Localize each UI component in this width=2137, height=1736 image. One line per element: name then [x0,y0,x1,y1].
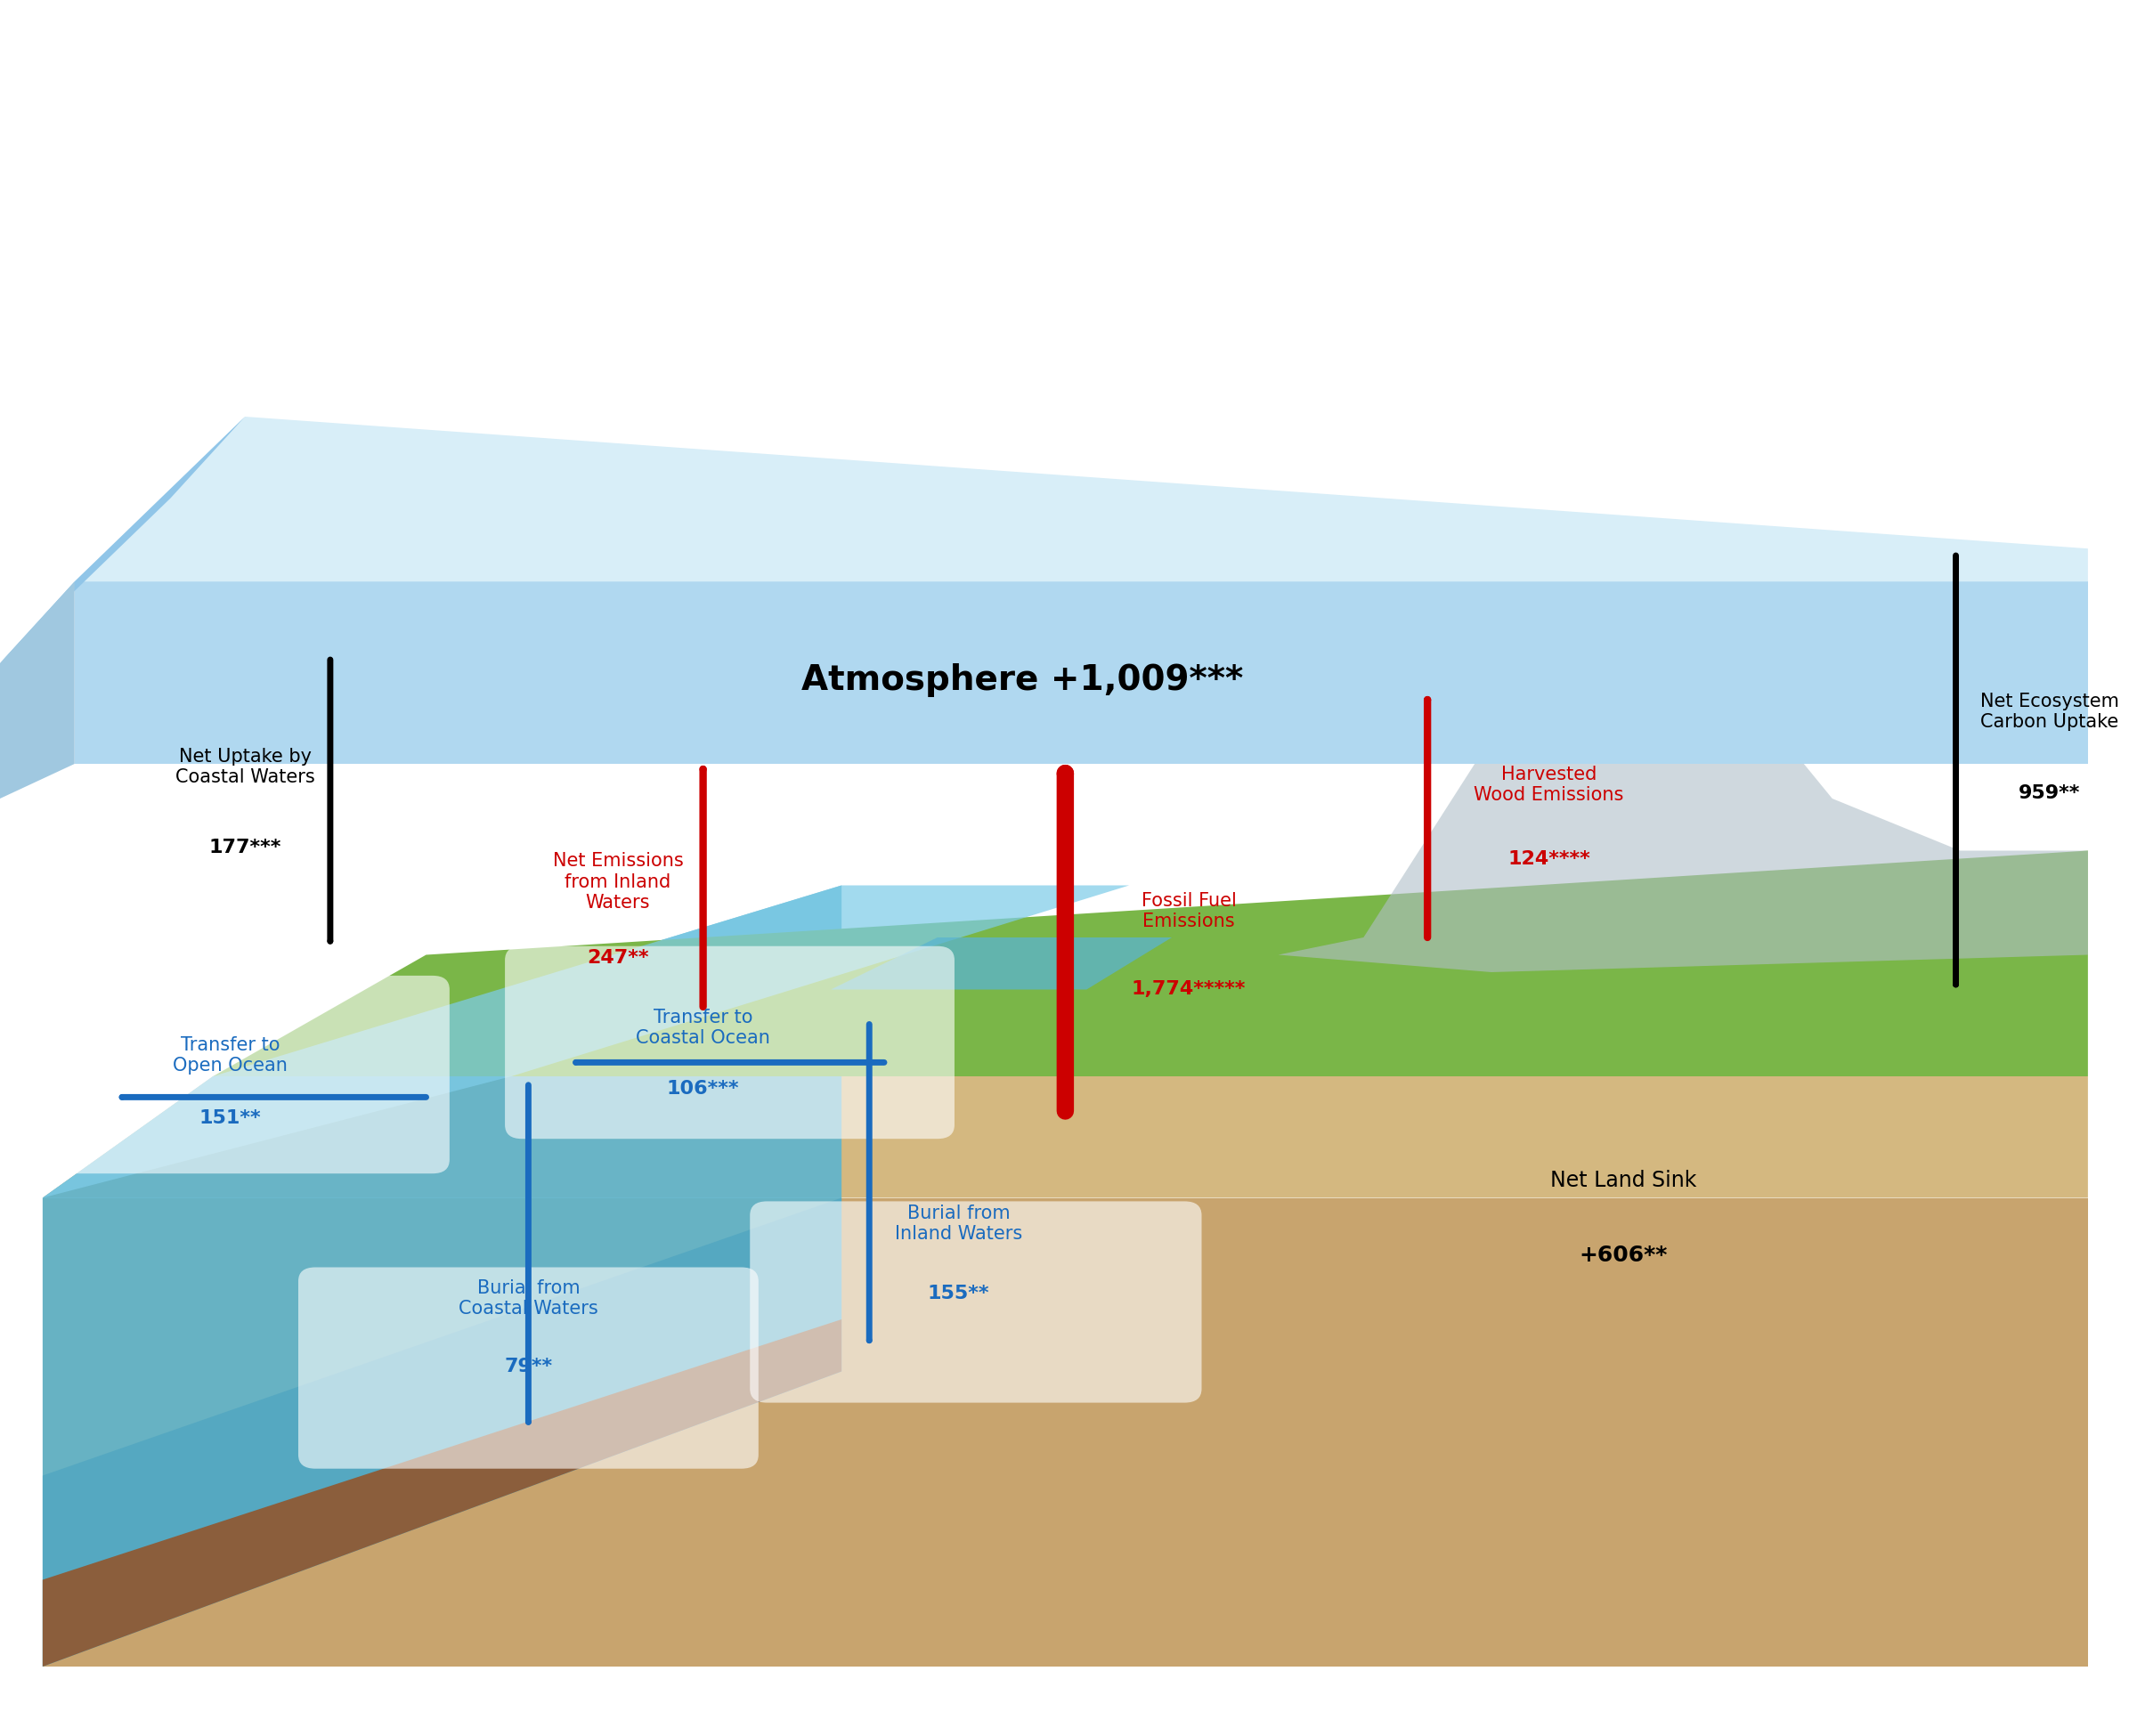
Polygon shape [43,1198,842,1667]
FancyBboxPatch shape [36,976,449,1174]
Polygon shape [0,417,246,663]
Text: Net Emissions
from Inland
Waters: Net Emissions from Inland Waters [553,852,684,911]
Text: Burial from
Inland Waters: Burial from Inland Waters [895,1205,1021,1243]
Text: 151**: 151** [199,1109,261,1127]
Polygon shape [1556,538,1684,625]
Text: 1,774*****: 1,774***** [1133,981,1246,998]
Text: Transfer to
Open Ocean: Transfer to Open Ocean [173,1036,288,1075]
Polygon shape [831,937,1171,990]
Polygon shape [43,885,1128,1198]
Text: +606**: +606** [1579,1245,1667,1266]
FancyBboxPatch shape [299,1267,759,1469]
Text: 124****: 124**** [1507,851,1590,868]
Text: Burial from
Coastal Waters: Burial from Coastal Waters [459,1279,598,1318]
Polygon shape [43,885,842,1667]
Text: Fossil Fuel
Emissions: Fossil Fuel Emissions [1141,892,1237,930]
Text: 155**: 155** [927,1285,989,1302]
Text: Transfer to
Coastal Ocean: Transfer to Coastal Ocean [637,1009,769,1047]
Polygon shape [1278,538,2088,972]
Polygon shape [43,1319,842,1667]
Polygon shape [0,582,75,799]
Text: Net Land Sink: Net Land Sink [1549,1170,1697,1191]
Text: 959**: 959** [2019,785,2081,802]
FancyBboxPatch shape [504,946,955,1139]
Text: 247**: 247** [588,950,650,967]
Polygon shape [43,1076,2088,1198]
FancyBboxPatch shape [750,1201,1201,1403]
Text: Atmosphere +1,009***: Atmosphere +1,009*** [801,663,1244,698]
Polygon shape [214,851,2088,1076]
Text: 79**: 79** [504,1358,553,1375]
Text: 177***: 177*** [209,838,282,856]
Text: Net Ecosystem
Carbon Uptake: Net Ecosystem Carbon Uptake [1981,693,2120,731]
Polygon shape [43,1198,2088,1667]
Text: 106***: 106*** [667,1080,739,1097]
Polygon shape [75,582,2088,764]
Polygon shape [75,417,2088,582]
Text: Harvested
Wood Emissions: Harvested Wood Emissions [1475,766,1624,804]
Text: Net Uptake by
Coastal Waters: Net Uptake by Coastal Waters [175,748,314,786]
